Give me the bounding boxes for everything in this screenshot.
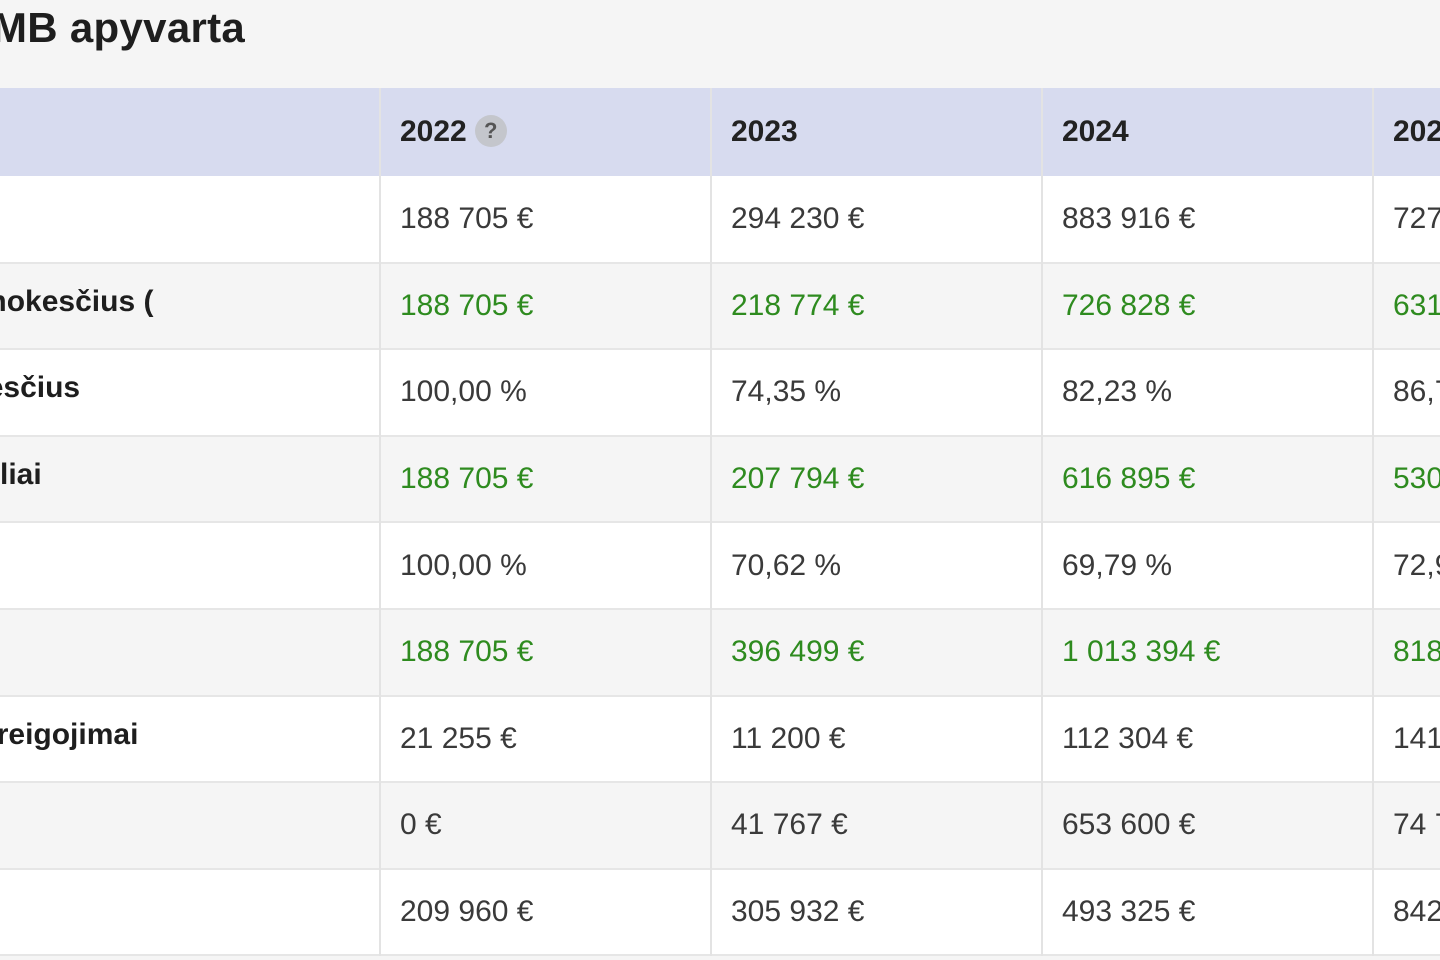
row-label-cell: ir įsipareigojimai [0, 695, 381, 783]
value-cell: 188 705 € [380, 176, 712, 263]
table-row: luostoliai) 188 705 €207 794 €616 895 €53… [0, 435, 1440, 523]
row-label-cell: luostoliai) [0, 435, 381, 523]
value-cell: 100,00 % [380, 349, 712, 436]
value-cell: 70,62 % [711, 522, 1043, 609]
row-label-cell [0, 782, 381, 869]
value-cell: 209 960 € [380, 868, 712, 956]
row-label: imas [0, 545, 378, 579]
value-cell: 0 € [380, 782, 712, 869]
table-header-row: 2022? 2023 2024 202 [0, 88, 1440, 176]
value-cell: 294 230 € [711, 176, 1043, 263]
header-year-2024: 2024 [1042, 88, 1374, 176]
table-row: imas100,00 %70,62 %69,79 %72,9 [0, 522, 1440, 609]
row-label: os [0, 891, 378, 925]
financials-table-container: 2022? 2023 2024 202 os188 705 €294 230 €… [0, 88, 1440, 960]
value-cell: 100,00 % [380, 522, 712, 609]
value-cell: 141 [1373, 695, 1440, 783]
value-cell: 41 767 € [711, 782, 1043, 869]
header-year-2025: 202 [1373, 88, 1440, 176]
value-cell: 396 499 € [711, 608, 1043, 696]
row-label: ir įsipareigojimai [0, 717, 139, 751]
row-label-cell: os [0, 176, 381, 263]
row-label: os [0, 198, 378, 232]
row-label: luostoliai) [0, 458, 42, 492]
value-cell: 218 774 € [711, 262, 1043, 350]
value-cell: 112 304 € [1042, 695, 1374, 783]
row-label-cell: os [0, 868, 381, 956]
value-cell: 727 [1373, 176, 1440, 263]
table-row: 0 €41 767 €653 600 €74 7 [0, 782, 1440, 869]
value-cell: 188 705 € [380, 435, 712, 523]
value-cell: 82,23 % [1042, 349, 1374, 436]
row-label-cell: š mokesčius [0, 349, 381, 436]
table-row: os209 960 €305 932 €493 325 €842 [0, 868, 1440, 956]
table-row: ir įsipareigojimai 21 255 €11 200 €112 30… [0, 695, 1440, 783]
help-icon[interactable]: ? [474, 115, 507, 147]
table-row: os188 705 €396 499 €1 013 394 €818 [0, 608, 1440, 696]
header-label-cell [0, 88, 381, 176]
table-row: š mokesčius 100,00 %74,35 %82,23 %86,7 [0, 349, 1440, 436]
value-cell: 883 916 € [1042, 176, 1374, 263]
value-cell: 842 [1373, 868, 1440, 956]
value-cell: 207 794 € [711, 435, 1043, 523]
value-cell: 305 932 € [711, 868, 1043, 956]
row-label: ) prieš mokesčius [0, 284, 154, 318]
table-row: ) prieš mokesčius 188 705 €218 774 €726 8… [0, 262, 1440, 350]
value-cell: 86,7 [1373, 349, 1440, 436]
value-cell: 530 [1373, 435, 1440, 523]
financials-table: 2022? 2023 2024 202 os188 705 €294 230 €… [0, 88, 1440, 956]
value-cell: 72,9 [1373, 522, 1440, 609]
header-year-2023: 2023 [711, 88, 1043, 176]
value-cell: 726 828 € [1042, 262, 1374, 350]
value-cell: 616 895 € [1042, 435, 1374, 523]
row-label-cell: imas [0, 522, 381, 609]
page-title: MB apyvarta [0, 4, 246, 51]
row-label: š mokesčius [0, 371, 81, 405]
value-cell: 69,79 % [1042, 522, 1374, 609]
value-cell: 818 [1373, 608, 1440, 696]
table-row: os188 705 €294 230 €883 916 €727 [0, 176, 1440, 263]
value-cell: 74 7 [1373, 782, 1440, 869]
row-label-cell: ) prieš mokesčius [0, 262, 381, 350]
header-year-2022: 2022? [380, 88, 712, 176]
value-cell: 1 013 394 € [1042, 608, 1374, 696]
value-cell: 188 705 € [380, 262, 712, 350]
value-cell: 21 255 € [380, 695, 712, 783]
value-cell: 11 200 € [711, 695, 1043, 783]
value-cell: 493 325 € [1042, 868, 1374, 956]
row-label: os [0, 631, 378, 665]
header-year-label: 2022 [400, 115, 467, 148]
row-label-cell: os [0, 608, 381, 696]
value-cell: 631 [1373, 262, 1440, 350]
value-cell: 653 600 € [1042, 782, 1374, 869]
value-cell: 74,35 % [711, 349, 1043, 436]
value-cell: 188 705 € [380, 608, 712, 696]
